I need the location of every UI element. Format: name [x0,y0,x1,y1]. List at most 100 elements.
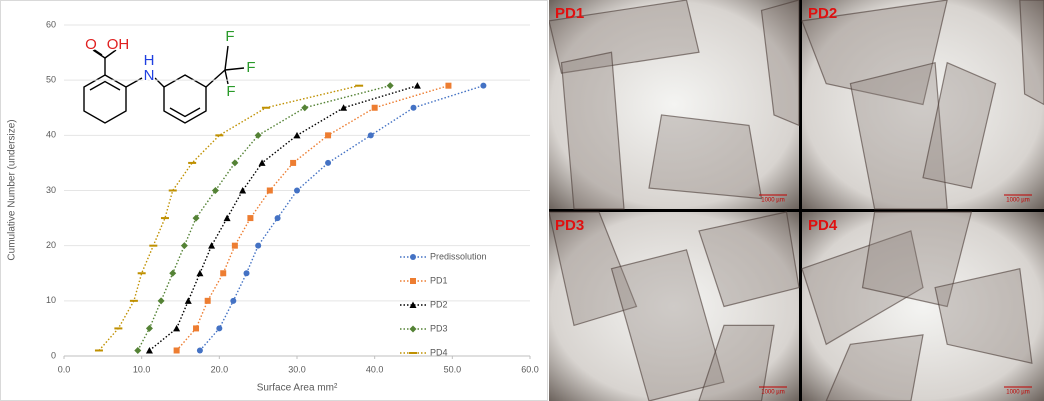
series [173,82,452,354]
x-tick-label: 10.0 [133,364,151,374]
point [94,349,103,352]
scale-label: 1000 µm [761,390,784,396]
point [160,217,169,220]
series [196,82,487,354]
legend-marker [409,352,417,354]
crystal [698,211,800,308]
y-tick-label: 10 [46,295,56,305]
point [230,297,237,304]
crystal [801,0,948,106]
scale-label: 1000 µm [1006,390,1029,396]
crystal [560,51,625,210]
panel-label: PD2 [808,5,837,22]
crystal [922,61,997,189]
legend-label: PD2 [430,299,448,309]
legend-marker [410,278,416,284]
series-line [98,85,360,351]
crystal [849,61,948,210]
point [145,324,153,332]
atom-label: F [246,59,255,76]
ring-bond [89,80,121,91]
atom-label: O [85,36,97,53]
crystal [934,267,1033,364]
point [340,104,348,111]
crystal [825,334,924,401]
point [157,297,165,305]
point [290,159,297,166]
bond [205,69,226,88]
y-tick-label: 40 [46,130,56,140]
micrograph-background [549,212,799,401]
point [204,297,211,304]
point [386,82,394,90]
point [445,82,452,89]
bond [92,49,106,59]
series [145,82,421,354]
atom-label: OH [107,36,130,53]
micrograph: PD4 1000 µm [801,211,1044,401]
point [293,131,301,139]
x-tick-label: 30.0 [288,364,306,374]
x-tick-label: 20.0 [211,364,229,374]
y-axis-title: Cumulative Number (undersize) [7,119,18,260]
point [247,215,254,222]
legend-label: PD3 [430,323,448,333]
point [254,131,262,139]
y-tick-label: 0 [51,350,56,360]
point [410,104,417,111]
micrograph-background [802,212,1044,401]
panel-label: PD3 [555,217,584,234]
legend-marker [410,254,416,260]
atom-label: F [225,28,234,45]
point [114,327,123,330]
legend-label: Predissolution [430,251,487,261]
point [294,187,300,194]
point [134,346,142,354]
point [355,84,364,87]
structure [83,45,245,124]
point [129,299,138,302]
legend-label: PD1 [430,275,448,285]
series [134,82,394,354]
x-tick-label: 40.0 [366,364,384,374]
y-tick-label: 30 [46,185,56,195]
point [208,242,216,249]
ring-bond [169,107,201,118]
point [196,347,203,354]
atom-label: N [144,67,155,84]
crystal [610,249,725,401]
x-tick-label: 50.0 [444,364,462,374]
legend-marker [409,325,417,333]
x-axis-title: Surface Area mm² [257,383,338,394]
point [215,134,224,137]
legend-marker [409,301,417,308]
point [255,242,262,249]
crystal [698,324,775,401]
point [367,132,374,139]
x-tick-label: 60.0 [521,364,539,374]
point [149,244,158,247]
point [301,104,309,112]
crystal [1019,0,1044,106]
bond [125,77,143,88]
crystal [760,0,800,127]
y-tick-label: 20 [46,240,56,250]
point [371,104,378,111]
scale-label: 1000 µm [761,198,784,204]
panel-label: PD4 [808,217,838,234]
point [243,270,250,277]
point [239,187,247,194]
scale-label: 1000 µm [1006,198,1029,204]
micrographs: PD1 1000 µm PD2 1000 µm PD3 1000 µm PD4 1000 µm [549,0,1044,401]
micrograph: PD1 1000 µm [549,0,800,210]
chart-frame [0,0,548,401]
point [196,269,204,277]
x-tick-label: 0.0 [58,364,71,374]
point [258,159,266,166]
bond [154,77,165,88]
point [274,215,281,222]
point [211,187,219,194]
point [480,82,487,89]
bond [89,46,103,56]
